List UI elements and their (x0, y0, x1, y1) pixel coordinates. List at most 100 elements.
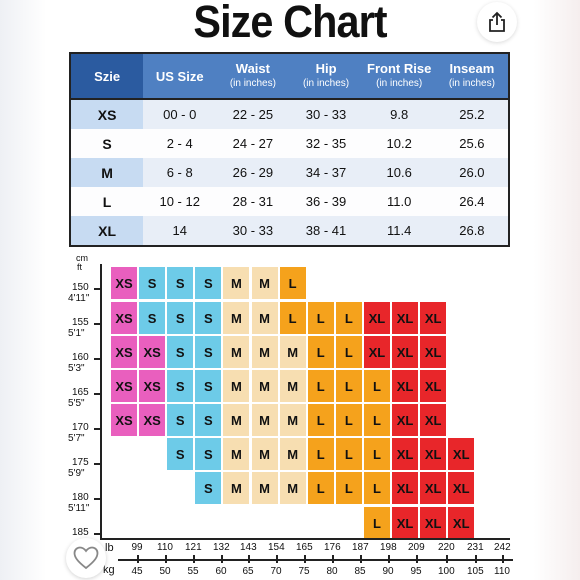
table-cell: 14 (143, 216, 217, 246)
size-cell: L (306, 437, 335, 471)
size-cell: XL (419, 437, 448, 471)
size-grid: XS S S S M M L XS S S S M M L L L XL XL XL XS XS S S M M M L L XL XL X… (0, 250, 580, 580)
size-cell: L (306, 301, 335, 335)
size-cell: XL (447, 471, 476, 505)
weight-axis-line-lower (118, 559, 513, 561)
size-cell: M (250, 369, 279, 403)
share-icon (489, 11, 505, 32)
size-cell: S (166, 369, 195, 403)
height-tick-label-cm: 165 (72, 387, 89, 398)
weight-tick-label-kg: 85 (354, 566, 366, 577)
height-tick-label-ft: 5'5" (68, 398, 85, 409)
size-cell: M (250, 301, 279, 335)
height-tick-label-cm: 175 (72, 457, 89, 468)
size-cell: L (334, 403, 363, 437)
table-cell: 10.6 (362, 158, 436, 187)
height-tick-label-cm: 150 (72, 282, 89, 293)
height-tick-label-cm: 185 (72, 527, 89, 538)
size-cell: L (278, 301, 307, 335)
size-cell: L (278, 266, 307, 300)
size-cell: L (334, 437, 363, 471)
table-cell: 25.2 (435, 99, 509, 129)
height-tick (94, 393, 100, 395)
height-tick-label-ft: 5'7" (68, 433, 85, 444)
chart-title: Size Chart (193, 0, 387, 47)
size-cell: S (194, 301, 223, 335)
size-cell: XS (110, 335, 139, 369)
table-cell: 25.6 (435, 129, 509, 158)
size-cell: S (138, 301, 167, 335)
weight-unit-kg: kg (103, 564, 115, 576)
weight-tick-label-kg: 105 (467, 566, 484, 577)
weight-tick-label-lb: 121 (185, 542, 202, 553)
table-row: XS 00 - 0 22 - 25 30 - 33 9.8 25.2 (70, 99, 509, 129)
column-header: Front Rise (in inches) (362, 53, 436, 100)
like-button[interactable] (66, 538, 106, 578)
size-cell: M (278, 403, 307, 437)
table-cell: 26.0 (435, 158, 509, 187)
size-cell: M (250, 266, 279, 300)
height-unit-ft: ft (77, 262, 83, 272)
size-cell: L (362, 471, 391, 505)
table-cell: 11.0 (362, 187, 436, 216)
size-cell: M (222, 437, 251, 471)
table-cell: 34 - 37 (289, 158, 363, 187)
size-cell: M (250, 437, 279, 471)
weight-tick-label-kg: 80 (326, 566, 338, 577)
size-cell: S (166, 437, 195, 471)
size-cell: L (362, 369, 391, 403)
size-cell: XS (138, 403, 167, 437)
size-cell: M (222, 266, 251, 300)
table-cell: 26 - 29 (216, 158, 290, 187)
column-header: Szie (70, 53, 144, 100)
weight-tick-label-kg: 110 (494, 566, 510, 577)
weight-tick-label-lb: 187 (352, 542, 369, 553)
weight-axis-line (100, 538, 510, 540)
size-cell: XL (391, 301, 420, 335)
weight-tick-label-lb: 198 (380, 542, 397, 553)
height-tick-label-ft: 4'11" (68, 293, 90, 304)
table-cell: 00 - 0 (143, 99, 217, 129)
height-tick (94, 428, 100, 430)
weight-tick-label-lb: 231 (467, 542, 484, 553)
column-header: Hip (in inches) (289, 53, 363, 100)
table-cell: 11.4 (362, 216, 436, 246)
size-cell: M (222, 369, 251, 403)
size-cell: XL (362, 301, 391, 335)
size-cell: L (362, 437, 391, 471)
weight-tick-label-lb: 176 (324, 542, 341, 553)
height-tick-label-ft: 5'3" (68, 363, 85, 374)
height-tick-label-cm: 170 (72, 422, 89, 433)
size-cell: XL (419, 403, 448, 437)
size-cell: L (362, 506, 391, 540)
weight-tick-label-kg: 100 (438, 566, 455, 577)
size-cell: XL (391, 437, 420, 471)
height-tick-label-ft: 5'11" (68, 503, 90, 514)
size-cell: S (194, 266, 223, 300)
table-cell: 38 - 41 (289, 216, 363, 246)
table-cell: 10 - 12 (143, 187, 217, 216)
weight-tick-label-kg: 90 (382, 566, 394, 577)
weight-tick-label-kg: 60 (215, 566, 227, 577)
height-tick-label-cm: 160 (72, 352, 89, 363)
size-cell: XS (138, 369, 167, 403)
share-button[interactable] (477, 2, 517, 42)
size-cell: S (166, 301, 195, 335)
weight-tick-label-lb: 209 (408, 542, 425, 553)
height-tick-label-ft: 5'9" (68, 468, 85, 479)
weight-tick-label-lb: 99 (131, 542, 143, 553)
table-cell: 32 - 35 (289, 129, 363, 158)
weight-tick-label-kg: 55 (187, 566, 199, 577)
size-cell: S (166, 335, 195, 369)
size-cell: S (194, 403, 223, 437)
size-cell: S (138, 266, 167, 300)
table-body: XS 00 - 0 22 - 25 30 - 33 9.8 25.2 S 2 - 4 24 - … (70, 99, 509, 246)
height-tick (94, 498, 100, 500)
size-cell: S (194, 437, 223, 471)
size-cell: XL (391, 471, 420, 505)
table-cell: 2 - 4 (143, 129, 217, 158)
table-cell: 9.8 (362, 99, 436, 129)
height-tick (94, 323, 100, 325)
size-label-cell: M (70, 158, 144, 187)
